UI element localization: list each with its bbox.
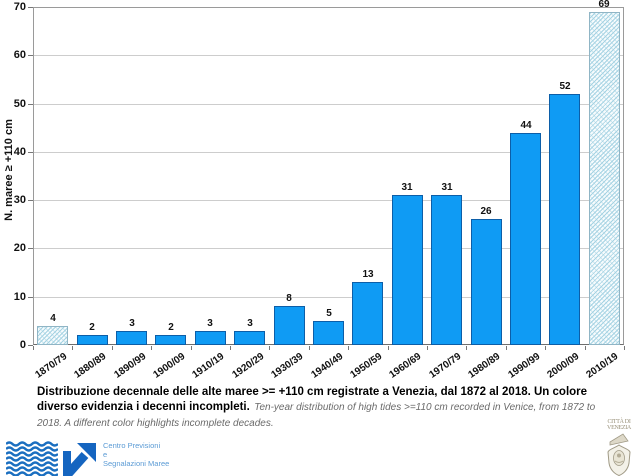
venice-shield-icon [607,433,631,476]
arrow-up-right-icon [63,443,96,476]
y-tick-label-20: 20 [13,242,26,254]
value-label-1960-69: 31 [401,182,413,193]
value-label-1870-79: 4 [50,313,56,324]
value-label-1980-89: 26 [480,206,492,217]
x-tick-12 [506,346,507,350]
bar-1980-89 [471,219,502,345]
chart-caption: Distribuzione decennale delle alte maree… [37,384,613,431]
x-tick-1 [72,346,73,350]
bar-1950-59 [352,282,383,345]
x-tick-11 [466,346,467,350]
value-label-1910-19: 3 [207,318,213,329]
x-tick-2 [112,346,113,350]
bar-2000-09 [549,94,580,345]
x-tick-13 [545,346,546,350]
value-label-1920-29: 3 [247,318,253,329]
bar-1960-69 [392,195,423,345]
caption-english: Ten-year distribution of high tides >=11… [37,402,596,429]
logo-line-3: Segnalazioni Maree [103,459,170,468]
x-tick-14 [585,346,586,350]
value-label-1900-09: 2 [168,322,174,333]
logo-line-1: Centro Previsioni [103,441,161,450]
x-tick-10 [427,346,428,350]
waves-icon [6,441,58,476]
value-label-1950-59: 13 [362,269,374,280]
value-label-1890-99: 3 [129,318,135,329]
bar-1910-19 [195,331,226,345]
y-tick-label-10: 10 [13,291,26,303]
value-label-1930-39: 8 [286,293,292,304]
gridline-60 [34,55,623,56]
x-tick-8 [348,346,349,350]
y-tick-label-0: 0 [19,339,26,351]
gridline-30 [34,200,623,201]
emblem-text-line1: CITTÀ DI [607,419,631,425]
bar-1940-49 [313,321,344,345]
x-tick-9 [388,346,389,350]
x-tick-5 [230,346,231,350]
bar-2010-19 [589,12,620,345]
venice-city-emblem: CITTÀ DI VENEZIA [601,419,634,476]
x-tick-0 [33,346,34,350]
bar-1890-99 [116,331,147,345]
logo-line-2: e [103,450,108,459]
bar-1880-89 [77,335,108,345]
bar-1990-99 [510,133,541,345]
bar-chart: N. maree ≥ +110 cm 0 10 20 30 40 50 60 70 4 1870/… [3,0,625,381]
y-tick-0 [28,345,33,346]
bar-1900-09 [155,335,186,345]
bar-1870-79 [37,326,68,345]
x-tick-15 [624,346,625,350]
y-tick-50 [28,104,33,105]
bar-1970-79 [431,195,462,345]
y-tick-10 [28,297,33,298]
value-label-2000-09: 52 [559,81,571,92]
x-tick-7 [309,346,310,350]
gridline-10 [34,297,623,298]
y-tick-label-50: 50 [13,98,26,110]
x-tick-4 [191,346,192,350]
value-label-1940-49: 5 [326,308,332,319]
y-tick-label-30: 30 [13,194,26,206]
gridline-40 [34,152,623,153]
gridline-20 [34,248,623,249]
x-tick-6 [269,346,270,350]
bar-1920-29 [234,331,265,345]
y-tick-60 [28,55,33,56]
value-label-1990-99: 44 [520,120,532,131]
y-tick-40 [28,152,33,153]
y-tick-label-70: 70 [13,1,26,13]
tide-centre-name: Centro Previsioni e Segnalazioni Maree [103,441,169,468]
bar-1930-39 [274,306,305,345]
tide-centre-logo: Centro Previsioni e Segnalazioni Maree [6,440,226,476]
value-label-1880-89: 2 [89,322,95,333]
y-tick-label-60: 60 [13,49,26,61]
caption-italian: Distribuzione decennale delle alte maree… [37,386,588,413]
gridline-50 [34,104,623,105]
x-tick-3 [151,346,152,350]
value-label-2010-19: 69 [598,0,610,10]
y-tick-20 [28,248,33,249]
y-tick-70 [28,7,33,8]
value-label-1970-79: 31 [441,182,453,193]
y-tick-30 [28,200,33,201]
emblem-text-line2: VENEZIA [607,425,631,431]
y-tick-label-40: 40 [13,146,26,158]
